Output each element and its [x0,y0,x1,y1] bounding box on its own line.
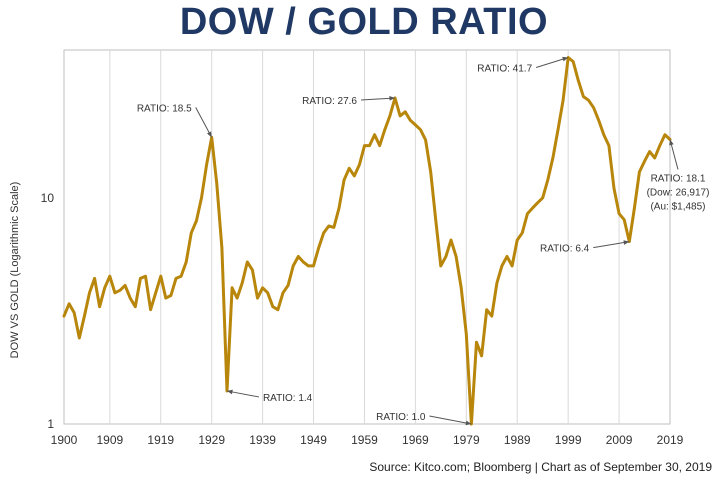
annotation-arrow [536,57,569,68]
grid [63,49,671,425]
x-tick-label: 2009 [606,433,633,447]
axes: 1900 1909 1919 1929 1939 1949 1959 1969 1979 1989… [41,191,684,447]
chart-title: DOW / GOLD RATIO [179,1,549,43]
x-tick-label: 1999 [555,433,582,447]
annotation-arrowhead [562,56,569,62]
x-tick-label: 1979 [453,433,480,447]
annotation-label: RATIO: 6.4 [540,244,590,255]
annotation-label: RATIO: 1.0 [376,412,426,423]
annotation-label: RATIO: 1.4 [263,393,313,404]
series-line [62,56,672,426]
annotation-sublabel: (Au: $1,485) [650,201,705,212]
x-tick-label: 1900 [51,433,78,447]
annotation-arrow [593,241,630,249]
x-tick-label: 1969 [402,433,429,447]
y-tick-label: 10 [41,191,55,205]
plot-frame [63,49,671,425]
annotation-sublabel: (Dow: 26,917) [647,187,710,198]
source-note: Source: Kitco.com; Bloomberg | Chart as … [369,460,712,474]
annotation-arrowhead [389,96,396,101]
annotation-label: RATIO: 27.6 [302,96,357,107]
x-tick-label: 1919 [147,433,174,447]
annotation-label: RATIO: 18.5 [137,103,192,114]
x-tick-label: 1939 [249,433,276,447]
annotation-arrowhead [465,420,472,426]
annotation-label: RATIO: 41.7 [477,63,532,74]
x-tick-label: 1949 [300,433,327,447]
annotation-arrow [195,107,213,138]
annotations-layer: RATIO: 18.5 RATIO: 1.4 RATIO: 27.6 RATIO: 1… [137,56,710,426]
x-tick-label: 1959 [351,433,378,447]
x-tick-label: 1989 [504,433,531,447]
x-tick-label: 2019 [657,433,684,447]
annotation-arrowhead [226,389,233,395]
series-layer [62,56,672,426]
y-tick-label: 1 [47,417,54,431]
annotation-label: RATIO: 18.1 [651,173,706,184]
annotation-arrow [429,415,472,425]
x-tick-label: 1909 [96,433,123,447]
annotation-arrow [360,97,396,101]
annotation-arrowhead [623,240,630,245]
y-axis-label: DOW VS GOLD (Logarithmic Scale) [9,182,21,359]
annotation-arrowhead [669,139,674,146]
annotation-arrowhead [207,131,212,138]
x-tick-label: 1929 [198,433,225,447]
